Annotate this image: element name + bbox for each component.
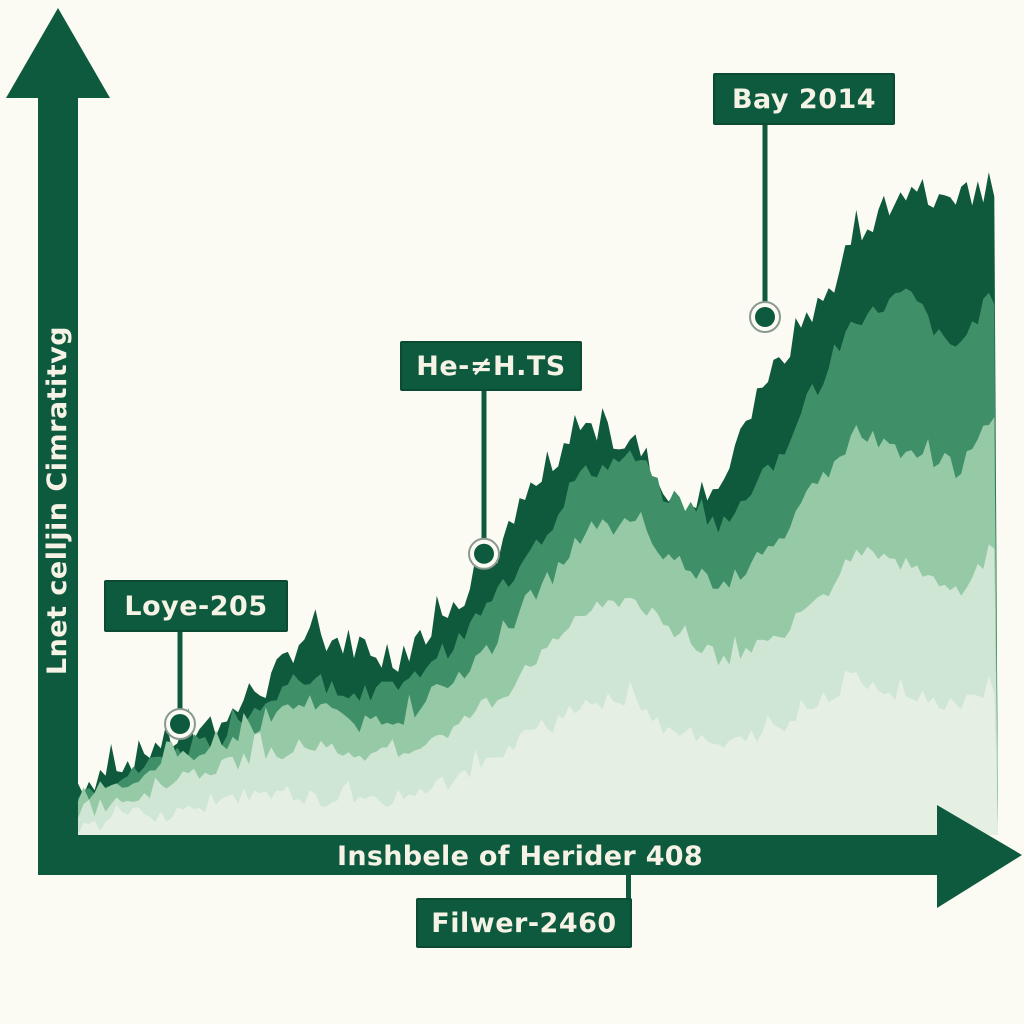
x-sublabel-connector [626, 872, 631, 910]
annotation-marker-dot [474, 543, 494, 564]
annotation-label-loye: Loye-205 [104, 580, 288, 632]
annotation-leader-line [481, 391, 487, 554]
y-axis-title-text: Lnet celljin Cimratitvg [42, 325, 74, 675]
annotation-marker-dot [755, 307, 775, 327]
stacked-area-layers [78, 172, 998, 836]
x-axis-title: Inshbele of Herider 408 [337, 840, 703, 872]
x-axis-arrow [38, 805, 1022, 908]
y-axis-arrow [6, 8, 110, 875]
annotation-leader-line [762, 125, 768, 317]
annotation-marker-dot [170, 714, 190, 734]
annotation-label-bay: Bay 2014 [713, 73, 895, 125]
x-axis-sublabel: Filwer-2460 [416, 898, 632, 948]
y-axis-title: Lnet celljin Cimratitvg [38, 300, 78, 700]
area-layer [78, 670, 998, 835]
annotation-leaders [164, 125, 781, 740]
annotation-label-heht: He-≠H.TS [400, 341, 582, 391]
annotation-leader-line [177, 632, 183, 724]
